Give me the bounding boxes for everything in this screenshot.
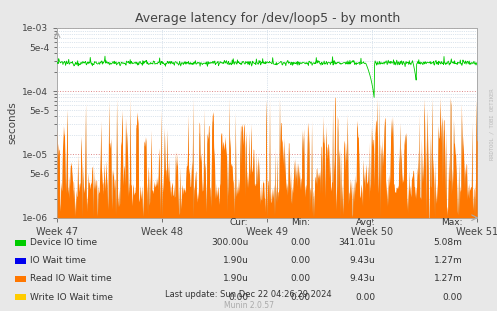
- Title: Average latency for /dev/loop5 - by month: Average latency for /dev/loop5 - by mont…: [135, 12, 400, 26]
- Y-axis label: seconds: seconds: [8, 101, 18, 144]
- Text: Avg:: Avg:: [356, 218, 375, 227]
- Text: 300.00u: 300.00u: [211, 239, 248, 247]
- Text: IO Wait time: IO Wait time: [30, 257, 86, 265]
- Text: 0.00: 0.00: [442, 293, 462, 301]
- Text: 1.27m: 1.27m: [433, 275, 462, 283]
- Text: 0.00: 0.00: [291, 275, 311, 283]
- Text: 0.00: 0.00: [291, 293, 311, 301]
- Text: 0.00: 0.00: [355, 293, 375, 301]
- Text: Min:: Min:: [292, 218, 311, 227]
- Text: Munin 2.0.57: Munin 2.0.57: [224, 301, 273, 310]
- Text: Max:: Max:: [441, 218, 462, 227]
- Text: 1.90u: 1.90u: [223, 275, 248, 283]
- Text: Write IO Wait time: Write IO Wait time: [30, 293, 113, 301]
- Text: Cur:: Cur:: [230, 218, 248, 227]
- Text: 0.00: 0.00: [229, 293, 248, 301]
- Text: Device IO time: Device IO time: [30, 239, 97, 247]
- Text: 9.43u: 9.43u: [349, 257, 375, 265]
- Text: 1.90u: 1.90u: [223, 257, 248, 265]
- Text: RRDTOOL / TOBI OETIKER: RRDTOOL / TOBI OETIKER: [490, 89, 495, 160]
- Text: 1.27m: 1.27m: [433, 257, 462, 265]
- Text: 9.43u: 9.43u: [349, 275, 375, 283]
- Text: 0.00: 0.00: [291, 239, 311, 247]
- Text: 341.01u: 341.01u: [338, 239, 375, 247]
- Text: Read IO Wait time: Read IO Wait time: [30, 275, 111, 283]
- Text: 5.08m: 5.08m: [433, 239, 462, 247]
- Text: 0.00: 0.00: [291, 257, 311, 265]
- Text: Last update: Sun Dec 22 04:26:29 2024: Last update: Sun Dec 22 04:26:29 2024: [165, 290, 332, 299]
